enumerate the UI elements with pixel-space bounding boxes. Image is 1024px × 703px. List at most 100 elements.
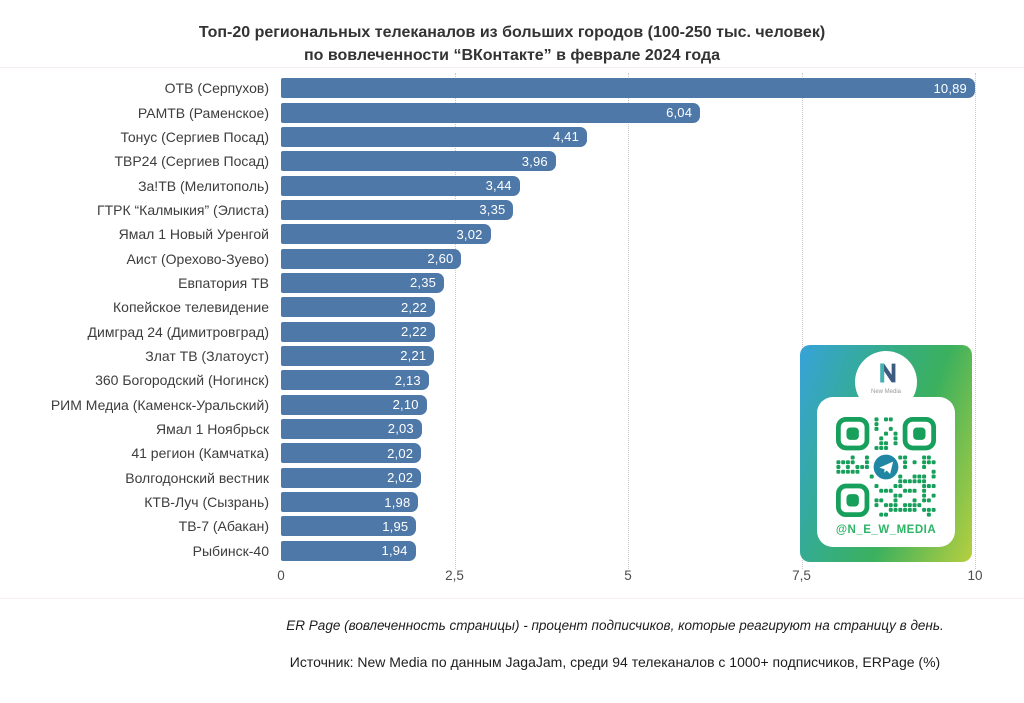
value-label: 2,03	[387, 421, 414, 437]
category-label: Копейское телевидение	[113, 299, 269, 316]
bar: 2,21	[281, 345, 435, 366]
bar-row: ТВР24 (Сергиев Посад) 3,96	[0, 149, 975, 173]
category-label: Димград 24 (Димитровград)	[87, 323, 269, 340]
bar-track: 1,98	[281, 492, 975, 513]
bar-chart: ОТВ (Серпухов) 10,89 РАМТВ (Раменское) 6,04…	[0, 73, 983, 583]
bar: 3,44	[281, 175, 520, 196]
gridline	[801, 73, 803, 569]
value-label: 1,95	[382, 518, 409, 534]
bar: 1,95	[281, 516, 417, 537]
bar-row: ТВ-7 (Абакан) 1,95	[0, 514, 975, 538]
bar-row: Копейское телевидение 2,22	[0, 295, 975, 319]
category-label: ОТВ (Серпухов)	[164, 80, 269, 97]
bar-track: 6,04	[281, 102, 975, 123]
x-tick-label: 2,5	[445, 568, 464, 583]
bar-track: 1,94	[281, 540, 975, 561]
value-label: 2,35	[409, 275, 437, 291]
category-label: Тонус (Сергиев Посад)	[120, 128, 269, 145]
value-label: 2,22	[400, 324, 428, 340]
bar-track: 10,89	[281, 78, 975, 99]
bar: 3,35	[281, 199, 514, 220]
bar: 6,04	[281, 102, 701, 123]
bar: 2,02	[281, 467, 422, 488]
bar-track: 2,02	[281, 467, 975, 488]
bar: 2,13	[281, 370, 429, 391]
value-label: 2,22	[400, 299, 428, 315]
category-label: Евпатория ТВ	[178, 274, 269, 291]
bar-track: 3,96	[281, 151, 975, 172]
bar: 2,60	[281, 248, 462, 269]
bottom-divider	[0, 598, 1024, 599]
category-label: РИМ Медиа (Каменск-Уральский)	[50, 396, 269, 413]
x-tick-label: 10	[967, 568, 983, 583]
bar-row: Аист (Орехово-Зуево) 2,60	[0, 246, 975, 270]
new-media-n-icon	[880, 363, 896, 383]
bar: 3,96	[281, 151, 556, 172]
bar-track: 3,35	[281, 199, 975, 220]
gridline	[975, 73, 976, 569]
bar-row: РИМ Медиа (Каменск-Уральский) 2,10	[0, 392, 975, 416]
qr-card: @N_E_W_MEDIA	[817, 397, 955, 547]
value-label: 2,21	[400, 348, 427, 364]
bar-track: 4,41	[281, 126, 975, 147]
qr-badge: New Media @N_E_W_MEDIA	[800, 345, 972, 562]
bar-track: 1,95	[281, 516, 975, 537]
value-label: 2,02	[387, 470, 414, 486]
value-label: 2,02	[387, 445, 414, 461]
value-label: 3,02	[456, 226, 483, 242]
category-label: Аист (Орехово-Зуево)	[126, 250, 269, 267]
bar-row: ОТВ (Серпухов) 10,89	[0, 76, 975, 100]
category-label: За!ТВ (Мелитополь)	[138, 177, 269, 194]
bar-row: Злат ТВ (Златоуст) 2,21	[0, 344, 975, 368]
category-label: ТВ-7 (Абакан)	[178, 518, 269, 535]
bar-row: РАМТВ (Раменское) 6,04	[0, 100, 975, 124]
category-label: Ямал 1 Ноябрьск	[156, 420, 269, 437]
bar: 2,22	[281, 297, 436, 318]
bar-track: 2,21	[281, 345, 975, 366]
chart-title-line2: по вовлеченности “ВКонтакте” в феврале 2…	[303, 47, 720, 64]
footnote-definition: ER Page (вовлеченность страницы) - проце…	[286, 618, 944, 633]
gridlines	[281, 73, 976, 569]
gridline	[628, 73, 629, 569]
value-label: 3,96	[521, 153, 548, 169]
category-label: ТВР24 (Сергиев Посад)	[114, 153, 269, 170]
bar-rows: ОТВ (Серпухов) 10,89 РАМТВ (Раменское) 6,04…	[0, 76, 975, 563]
bar: 2,22	[281, 321, 436, 342]
bar: 1,98	[281, 492, 419, 513]
bar-row: Ямал 1 Ноябрьск 2,03	[0, 417, 975, 441]
bar-row: Евпатория ТВ 2,35	[0, 271, 975, 295]
bar-track: 2,10	[281, 394, 975, 415]
bar-row: За!ТВ (Мелитополь) 3,44	[0, 173, 975, 197]
category-label: 41 регион (Камчатка)	[131, 445, 269, 462]
category-label: РАМТВ (Раменское)	[137, 104, 269, 121]
bar-row: ГТРК “Калмыкия” (Элиста) 3,35	[0, 198, 975, 222]
bar: 2,02	[281, 443, 422, 464]
chart-title: Топ-20 региональных телеканалов из больш…	[0, 21, 1024, 67]
x-tick-label: 5	[624, 568, 632, 583]
category-label: Ямал 1 Новый Уренгой	[118, 226, 269, 243]
bar-track: 2,13	[281, 370, 975, 391]
bar: 4,41	[281, 126, 588, 147]
value-label: 1,94	[381, 543, 408, 559]
x-tick-label: 0	[277, 568, 285, 583]
category-label: 360 Богородский (Ногинск)	[95, 372, 269, 389]
category-label: Злат ТВ (Златоуст)	[145, 347, 269, 364]
bar: 2,03	[281, 418, 422, 439]
category-label: Рыбинск-40	[192, 542, 269, 559]
category-label: Волгодонский вестник	[125, 469, 269, 486]
bar: 1,94	[281, 540, 416, 561]
value-label: 2,60	[427, 251, 454, 267]
bar-row: Рыбинск-40 1,94	[0, 539, 975, 563]
bar-row: 41 регион (Камчатка) 2,02	[0, 441, 975, 465]
value-label: 2,13	[394, 372, 421, 388]
value-label: 3,44	[485, 178, 512, 194]
qr-code[interactable]	[836, 417, 936, 517]
footnote-source: Источник: New Media по данным JagaJam, с…	[289, 654, 941, 670]
x-tick-label: 7,5	[792, 568, 811, 583]
bar-row: КТВ-Луч (Сызрань) 1,98	[0, 490, 975, 514]
bar-track: 2,22	[281, 297, 975, 318]
value-label: 10,89	[933, 80, 967, 96]
value-label: 6,04	[666, 105, 693, 121]
bar-track: 3,44	[281, 175, 975, 196]
